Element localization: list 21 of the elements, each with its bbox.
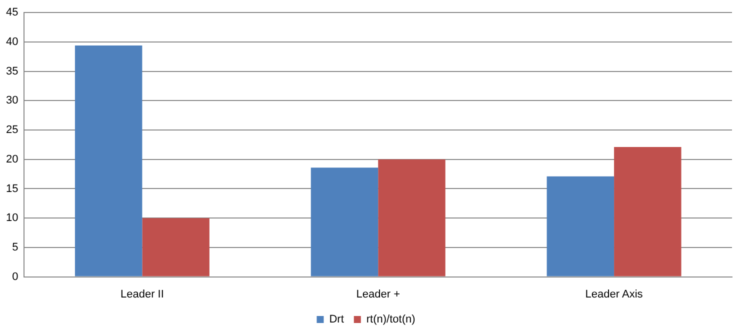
bar <box>614 147 682 276</box>
y-tick-label: 30 <box>6 94 18 107</box>
bar <box>310 168 378 276</box>
bar <box>142 218 210 276</box>
x-tick-label: Leader Axis <box>585 288 644 300</box>
bar <box>546 176 614 276</box>
x-tick-label: Leader II <box>120 288 164 300</box>
bar <box>378 159 446 276</box>
y-tick-label: 40 <box>6 36 18 48</box>
y-tick-label: 5 <box>12 241 18 254</box>
legend-label: Drt <box>329 314 344 326</box>
x-tick-label: Leader + <box>356 288 400 300</box>
y-tick-label: 45 <box>6 6 18 19</box>
y-tick-label: 15 <box>6 182 18 195</box>
y-tick-label: 25 <box>6 124 18 136</box>
bar <box>74 45 142 276</box>
y-tick-label: 35 <box>6 65 18 78</box>
y-tick-label: 20 <box>6 153 18 166</box>
legend-label: rt(n)/tot(n) <box>366 314 416 326</box>
y-tick-label: 0 <box>12 270 18 283</box>
y-tick-label: 10 <box>6 212 18 224</box>
